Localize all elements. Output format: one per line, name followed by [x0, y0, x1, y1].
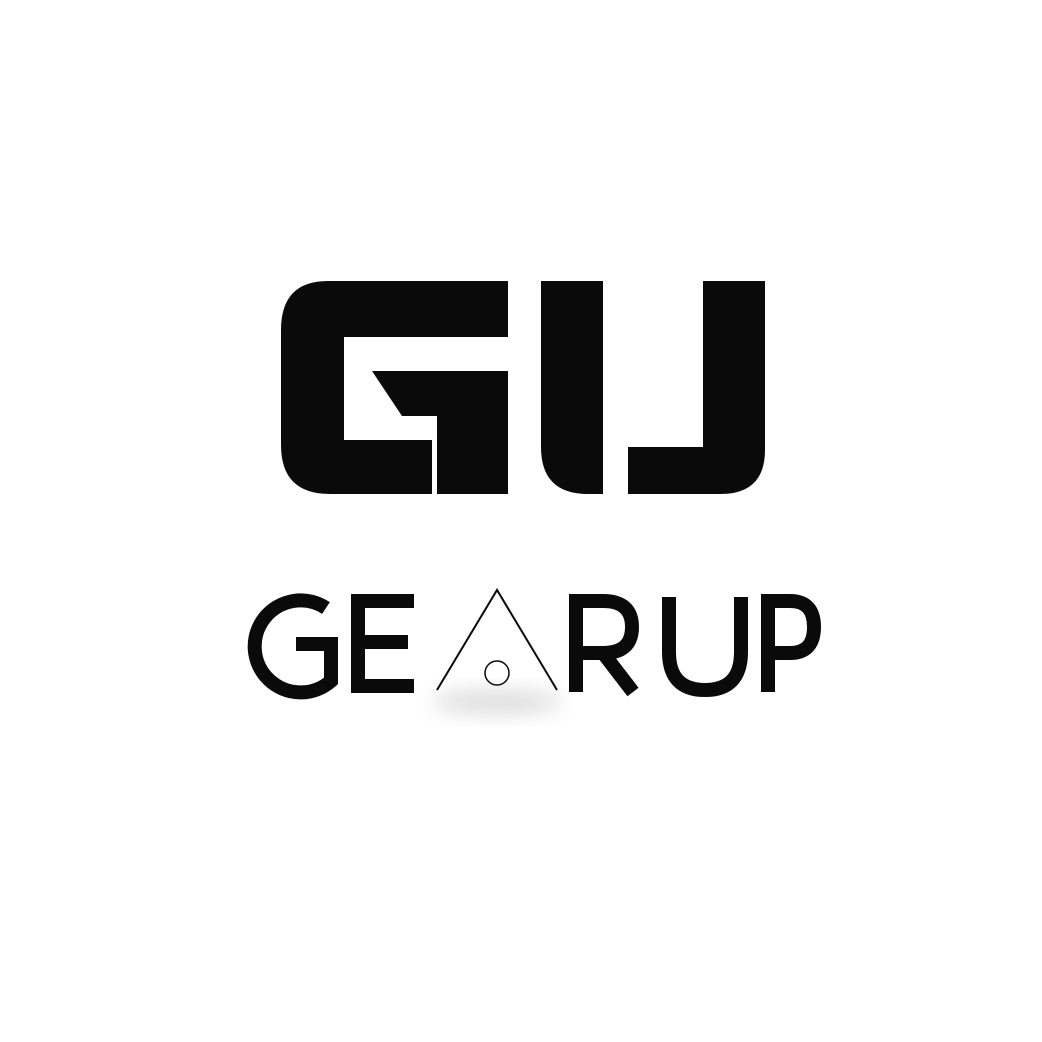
- wordmark-a-shadow: [432, 690, 562, 714]
- wordmark-letter-g: [247, 593, 338, 700]
- monogram-mark: [281, 281, 765, 494]
- a-circle-icon: [484, 660, 510, 686]
- wordmark: [247, 593, 822, 700]
- monogram-g-shape: [281, 281, 508, 494]
- wordmark-letter-u: [662, 597, 748, 698]
- wordmark-letter-e: [351, 594, 414, 693]
- wordmark-letter-p: [761, 594, 822, 692]
- monogram-u-right: [628, 281, 765, 494]
- monogram-u-left: [541, 281, 603, 494]
- wordmark-letter-a: [436, 588, 558, 691]
- monogram-g-bar: [372, 371, 508, 494]
- a-triangle-icon: [436, 588, 558, 691]
- wordmark-letter-r: [569, 594, 640, 697]
